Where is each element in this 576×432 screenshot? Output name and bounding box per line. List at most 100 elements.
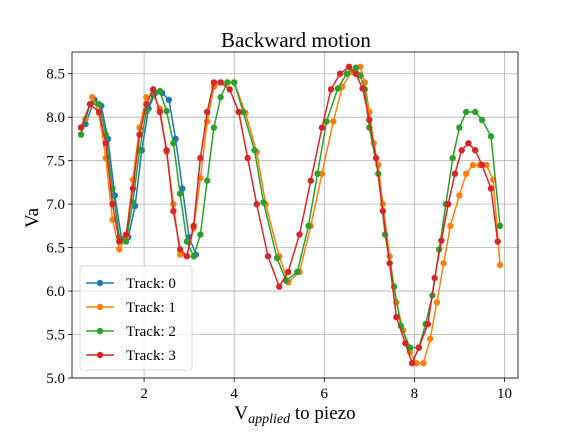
data-point — [447, 222, 454, 230]
data-point — [472, 108, 479, 116]
data-point — [420, 360, 427, 367]
data-point — [210, 124, 218, 131]
data-point — [458, 147, 465, 154]
legend: Track: 0 Track: 1 Track: 2 Track: 3 — [79, 265, 193, 371]
data-point — [203, 177, 211, 184]
data-point — [366, 116, 373, 124]
x-axis-label: Vapplied to piezo — [234, 403, 355, 427]
data-point — [413, 360, 420, 367]
legend-entry-1: Track: 1 — [86, 300, 176, 316]
legend-label: Track: 1 — [126, 300, 176, 316]
legend-label: Track: 2 — [126, 324, 176, 340]
legend-swatch-marker — [96, 351, 104, 359]
data-point — [122, 238, 130, 245]
y-tick-label: 5.5 — [46, 328, 65, 344]
data-point — [102, 140, 109, 147]
data-point — [95, 108, 103, 116]
legend-label: Track: 3 — [126, 348, 176, 364]
data-point — [230, 79, 238, 86]
series-3 — [77, 63, 501, 367]
data-point — [226, 86, 233, 93]
chart-title: Backward motion — [221, 28, 371, 52]
data-point — [253, 200, 260, 208]
data-point — [438, 237, 445, 244]
x-axis-label-subscript: applied — [248, 412, 291, 427]
data-point — [149, 86, 157, 93]
data-point — [251, 147, 258, 154]
data-point — [260, 199, 267, 206]
legend-entry-0: Track: 0 — [86, 276, 176, 292]
data-point — [456, 124, 463, 131]
data-point — [478, 116, 486, 124]
legend-label: Track: 0 — [126, 276, 176, 292]
data-point — [334, 85, 341, 92]
data-point — [307, 177, 314, 184]
data-point — [314, 170, 321, 177]
data-point — [170, 207, 177, 215]
data-point — [386, 260, 393, 267]
data-point — [393, 313, 400, 321]
data-point — [95, 100, 103, 108]
data-point — [235, 108, 242, 116]
data-point — [323, 118, 330, 125]
data-point — [136, 131, 143, 138]
data-point — [183, 238, 191, 245]
series-group — [77, 63, 504, 367]
data-point — [197, 154, 204, 162]
data-point — [352, 64, 360, 71]
data-point — [294, 268, 301, 276]
data-point — [176, 190, 184, 197]
data-point — [469, 161, 477, 169]
data-point — [77, 131, 85, 138]
data-point — [217, 94, 224, 101]
data-point — [239, 108, 247, 116]
data-point — [352, 70, 360, 77]
data-point — [183, 253, 191, 260]
data-point — [359, 85, 366, 92]
data-point — [330, 118, 337, 125]
y-tick-label: 7.0 — [46, 197, 65, 213]
data-point — [156, 108, 164, 116]
x-tick-label: 10 — [497, 386, 512, 402]
data-point — [176, 246, 184, 253]
data-point — [462, 170, 470, 177]
data-point — [336, 70, 344, 77]
data-point — [483, 161, 490, 169]
data-point — [89, 94, 96, 101]
x-tick-label: 6 — [321, 386, 329, 402]
y-tick-label: 7.5 — [46, 154, 65, 170]
data-point — [129, 185, 137, 192]
data-point — [176, 251, 184, 258]
data-point — [165, 96, 173, 104]
data-point — [487, 185, 495, 192]
data-point — [244, 154, 251, 162]
data-point — [415, 344, 423, 351]
legend-entry-3: Track: 3 — [86, 348, 176, 364]
data-point — [122, 231, 130, 238]
data-point — [296, 231, 303, 238]
data-point — [179, 185, 186, 192]
data-point — [224, 79, 231, 86]
y-tick-label: 5.0 — [46, 371, 65, 387]
data-point — [77, 124, 85, 131]
data-point — [379, 207, 387, 215]
data-point — [345, 63, 353, 70]
legend-entry-2: Track: 2 — [86, 324, 176, 340]
y-tick-label: 8.5 — [46, 67, 65, 83]
data-point — [478, 161, 486, 169]
x-tick-label: 2 — [140, 386, 148, 402]
data-point — [318, 170, 326, 177]
data-point — [273, 254, 281, 262]
data-point — [318, 124, 326, 131]
y-tick-label: 6.0 — [46, 284, 65, 300]
plot-frame — [71, 51, 519, 379]
data-point — [487, 133, 495, 140]
data-point — [163, 147, 170, 154]
data-point — [285, 268, 292, 276]
data-point — [190, 253, 197, 260]
data-point — [197, 231, 204, 238]
data-point — [433, 299, 441, 306]
data-point — [116, 238, 123, 245]
data-point — [449, 154, 456, 162]
